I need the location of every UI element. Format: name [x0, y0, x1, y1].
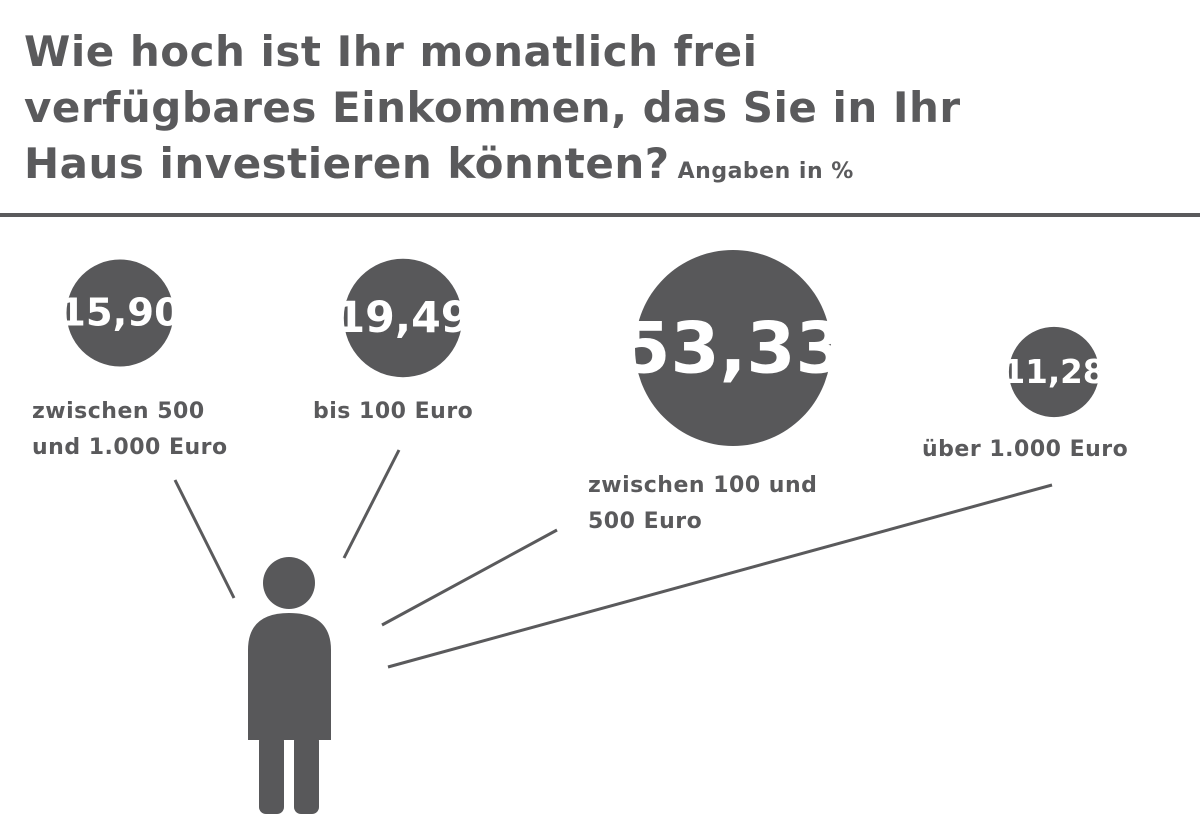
bubble — [1008, 326, 1100, 418]
bubble — [635, 250, 831, 446]
person-leg-right — [294, 734, 319, 814]
category-label-line: und 1.000 Euro — [32, 435, 228, 460]
connector-line — [173, 479, 236, 599]
bubble — [343, 258, 463, 378]
category-label-line: zwischen 100 und — [588, 473, 817, 498]
connector-line — [381, 528, 558, 627]
connector-lines — [173, 449, 1053, 669]
category-labels: zwischen 500 und 1.000 Euro bis 100 Euro zw… — [32, 399, 1128, 534]
person-head — [263, 557, 315, 609]
category-label-line: bis 100 Euro — [313, 399, 473, 424]
title-line-3: Haus investieren könnten? — [24, 139, 670, 188]
category-label-line: über 1.000 Euro — [922, 437, 1128, 462]
bubble-value-label: 19,49 — [335, 293, 470, 343]
title-divider — [0, 213, 1200, 217]
bubble — [66, 259, 174, 367]
person-leg-left — [259, 734, 284, 814]
bubble-value-label: 11,28 — [1003, 353, 1106, 391]
person-body — [248, 613, 331, 740]
category-label-line: 500 Euro — [588, 509, 702, 534]
title-line-1: Wie hoch ist Ihr monatlich frei — [24, 27, 758, 76]
connector-line — [342, 449, 401, 559]
title-line-2: verfügbares Einkommen, das Sie in Ihr — [24, 83, 961, 132]
connector-line — [387, 483, 1053, 669]
category-label-line: zwischen 500 — [32, 399, 205, 424]
bubbles: 15,90 19,49 53,33 11,28 — [59, 250, 1105, 446]
bubble-value-label: 53,33 — [621, 307, 844, 390]
bubble-value-label: 15,90 — [59, 291, 181, 336]
person-icon — [248, 557, 331, 814]
unit-note: Angaben in % — [677, 159, 854, 184]
chart-title: Wie hoch ist Ihr monatlich frei verfügba… — [24, 24, 1174, 200]
